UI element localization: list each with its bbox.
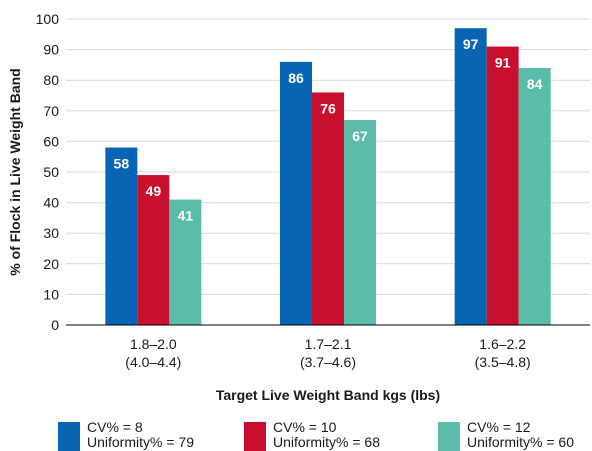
y-tick-label: 20 xyxy=(43,256,59,272)
bar xyxy=(137,175,170,325)
data-label: 97 xyxy=(463,36,479,52)
data-label: 91 xyxy=(495,55,511,71)
x-tick-label: (4.0–4.4) xyxy=(125,354,181,370)
bar xyxy=(105,147,138,325)
legend-swatch xyxy=(438,422,460,451)
legend-label: CV% = 10 xyxy=(273,419,337,435)
y-tick-label: 70 xyxy=(43,103,59,119)
y-tick-label: 30 xyxy=(43,225,59,241)
y-tick-label: 100 xyxy=(36,11,60,27)
data-label: 67 xyxy=(352,128,368,144)
bar xyxy=(312,92,344,325)
bar xyxy=(518,67,551,326)
y-tick-label: 0 xyxy=(51,317,59,333)
legend-label: CV% = 8 xyxy=(87,419,143,435)
x-tick-label: 1.6–2.2 xyxy=(479,336,526,352)
data-label: 58 xyxy=(114,156,130,172)
data-label: 84 xyxy=(527,76,543,92)
legend-swatch xyxy=(244,422,266,451)
legend-label: Uniformity% = 68 xyxy=(273,434,380,450)
bars xyxy=(105,28,551,326)
x-axis-title: Target Live Weight Band kgs (lbs) xyxy=(216,387,440,403)
y-tick-labels: 0 10 20 30 40 50 60 70 80 90 100 xyxy=(36,11,60,333)
x-category-labels: 1.8–2.0 (4.0–4.4) 1.7–2.1 (3.7–4.6) 1.6–2.2 (… xyxy=(125,336,530,370)
data-label: 41 xyxy=(178,208,194,224)
y-axis-title: % of Flock in Live Weight Band xyxy=(7,68,23,275)
y-tick-label: 80 xyxy=(43,72,59,88)
x-tick-label: 1.8–2.0 xyxy=(130,336,177,352)
bar xyxy=(344,119,376,325)
data-label: 49 xyxy=(146,183,162,199)
legend-label: Uniformity% = 79 xyxy=(87,434,194,450)
y-tick-label: 90 xyxy=(43,42,59,58)
legend-swatch xyxy=(58,422,80,451)
data-label: 76 xyxy=(320,100,336,116)
bar xyxy=(454,28,487,326)
y-tick-label: 50 xyxy=(43,164,59,180)
data-labels: 58 49 41 86 76 67 97 91 84 xyxy=(114,36,543,223)
y-tick-label: 60 xyxy=(43,133,59,149)
x-tick-label: (3.5–4.8) xyxy=(475,354,531,370)
y-tick-label: 40 xyxy=(43,195,59,211)
legend-label: CV% = 12 xyxy=(467,419,531,435)
x-tick-label: 1.7–2.1 xyxy=(305,336,352,352)
legend-label: Uniformity% = 60 xyxy=(467,434,574,450)
bar xyxy=(169,199,202,325)
y-tick-label: 10 xyxy=(43,286,59,302)
bar xyxy=(486,46,519,325)
bar xyxy=(280,61,312,326)
x-tick-label: (3.7–4.6) xyxy=(300,354,356,370)
data-label: 86 xyxy=(288,70,304,86)
